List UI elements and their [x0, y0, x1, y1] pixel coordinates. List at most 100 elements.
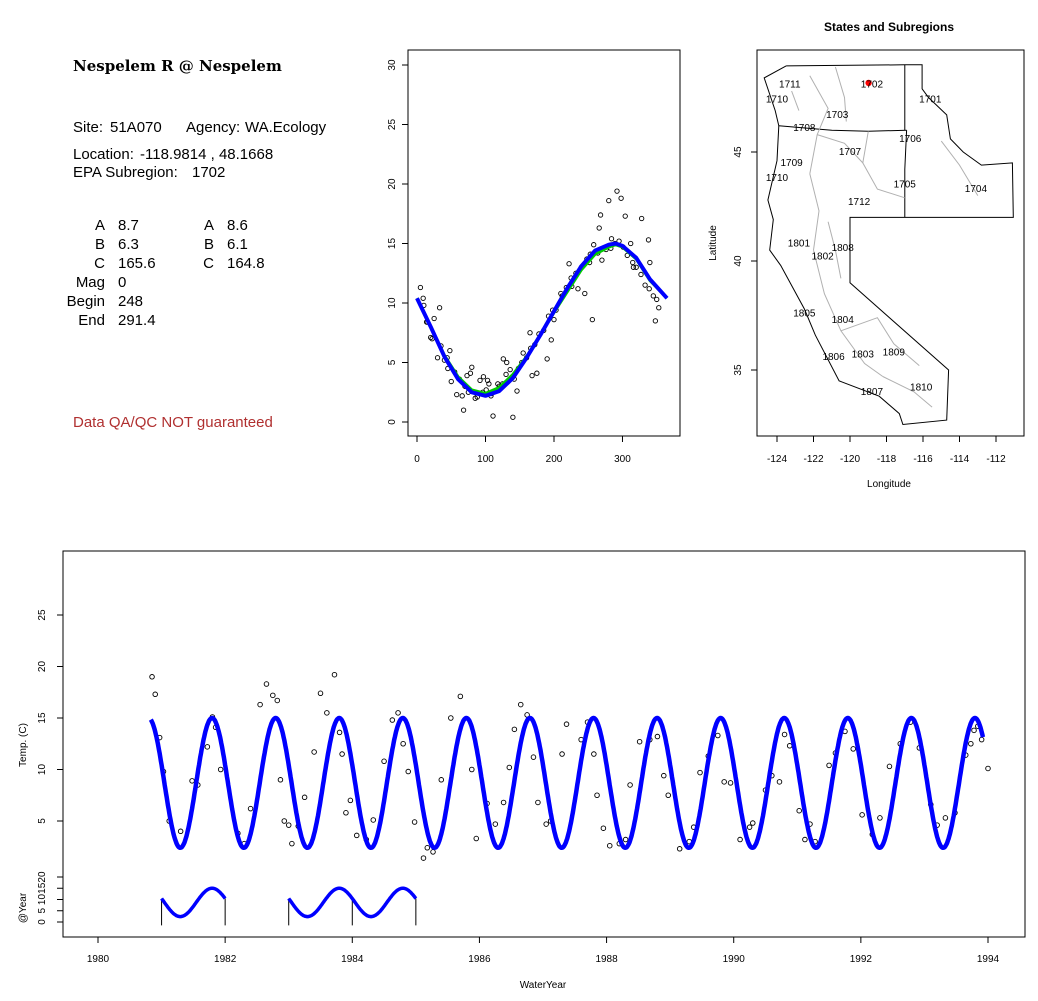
- data-point: [490, 413, 496, 419]
- y-tick-label: 35: [733, 364, 744, 376]
- param-value: 8.7: [118, 217, 139, 234]
- param-value: 8.6: [227, 217, 248, 234]
- data-point: [594, 792, 600, 799]
- data-point: [859, 812, 865, 818]
- data-point: [600, 825, 607, 831]
- y-tick-label: 20: [37, 661, 48, 673]
- param-value: 248: [118, 293, 144, 310]
- data-point: [484, 377, 491, 383]
- data-point: [405, 768, 411, 775]
- data-point: [622, 213, 628, 219]
- data-point: [551, 317, 557, 323]
- temperature-timeseries-chart: 1980 1982 1984 1986 1988 1990 1992 199451015202…: [18, 550, 1026, 991]
- region-label: 1703: [826, 110, 849, 121]
- data-point: [630, 259, 636, 266]
- data-point: [395, 710, 401, 716]
- seasonal-points: [417, 188, 662, 420]
- y-tick-label: 15: [37, 712, 48, 724]
- data-point: [721, 779, 727, 785]
- state-outline: [763, 64, 1014, 426]
- data-point: [464, 372, 470, 379]
- data-point: [746, 824, 753, 830]
- data-point: [257, 701, 263, 708]
- data-point: [457, 693, 464, 700]
- subregion-label: EPA Subregion:: [73, 164, 178, 181]
- data-point: [886, 763, 893, 770]
- data-point: [500, 356, 506, 362]
- data-point: [370, 817, 377, 823]
- seasonal-fit-lines: [415, 241, 669, 398]
- subregion-value: 1702: [192, 164, 226, 181]
- site-label: Site:: [73, 119, 104, 136]
- data-point: [469, 364, 475, 370]
- data-point: [473, 835, 480, 842]
- param-value: 164.8: [227, 255, 265, 272]
- region-label: 1701: [919, 95, 942, 106]
- data-point: [589, 317, 595, 323]
- data-point: [436, 305, 443, 311]
- data-point: [428, 334, 434, 341]
- data-point: [633, 264, 639, 270]
- site-info-panel: Nespelem R @ Nespelem Site: 51A070 Agenc…: [0, 0, 360, 460]
- y-tick-label: 5: [37, 818, 48, 824]
- region-label: 1803: [852, 350, 875, 361]
- region-label: 1808: [832, 243, 855, 254]
- y-tick-label: 30: [387, 59, 398, 71]
- state-border: [904, 130, 908, 218]
- data-point: [459, 393, 465, 399]
- subregion-border: [809, 75, 829, 174]
- y-tick-label: 0: [37, 919, 48, 925]
- data-point: [503, 371, 509, 378]
- seasonal-axes: 0 100 200 300 0 5 10 15 20 25 30: [387, 59, 631, 465]
- data-point: [317, 690, 324, 697]
- region-label: 1810: [910, 382, 933, 393]
- data-point: [430, 849, 436, 855]
- data-point: [607, 842, 613, 849]
- y-tick-label: 45: [733, 146, 744, 158]
- data-point: [343, 810, 349, 816]
- map-y-axis-label: Latitude: [708, 225, 719, 261]
- region-label: 1809: [883, 348, 906, 359]
- map-region-labels: 1711 1702 1701 1710 1703 1708 1706 1707 1709 1710…: [766, 79, 988, 397]
- y-tick-label: 0: [387, 419, 398, 425]
- data-point: [656, 305, 662, 311]
- data-point: [544, 356, 550, 362]
- data-point: [420, 295, 426, 301]
- data-point: [646, 286, 652, 292]
- data-point: [500, 799, 507, 806]
- data-point: [281, 818, 288, 824]
- subregion-border: [817, 134, 864, 164]
- data-point: [149, 674, 155, 680]
- data-point: [447, 347, 453, 354]
- y-tick-label: 20: [37, 871, 48, 883]
- data-point: [274, 697, 281, 704]
- data-point: [826, 762, 832, 769]
- data-point: [627, 782, 633, 788]
- x-tick-label: -118: [877, 454, 897, 465]
- data-point: [737, 836, 743, 843]
- data-point: [606, 198, 612, 204]
- data-point: [636, 738, 643, 745]
- x-tick-label: -122: [803, 454, 823, 465]
- x-tick-label: 300: [614, 454, 631, 465]
- data-point: [750, 820, 756, 826]
- region-label: 1705: [894, 180, 917, 191]
- data-point: [420, 855, 427, 861]
- x-tick-label: 1984: [341, 954, 364, 965]
- x-tick-label: 1992: [850, 954, 873, 965]
- x-tick-label: 1988: [595, 954, 618, 965]
- x-tick-label: 100: [477, 454, 494, 465]
- data-point: [654, 296, 660, 303]
- data-point: [535, 799, 541, 806]
- timeseries-fit: [148, 715, 986, 851]
- data-point: [543, 821, 549, 827]
- param-name: A: [203, 217, 214, 234]
- data-point: [608, 236, 615, 242]
- data-point: [454, 391, 460, 398]
- x-tick-label: 200: [546, 454, 563, 465]
- data-point: [727, 780, 734, 786]
- y-tick-label: 10: [387, 297, 398, 309]
- data-point: [347, 797, 354, 804]
- region-label: 1807: [861, 387, 884, 398]
- y-tick-label: 20: [387, 178, 398, 190]
